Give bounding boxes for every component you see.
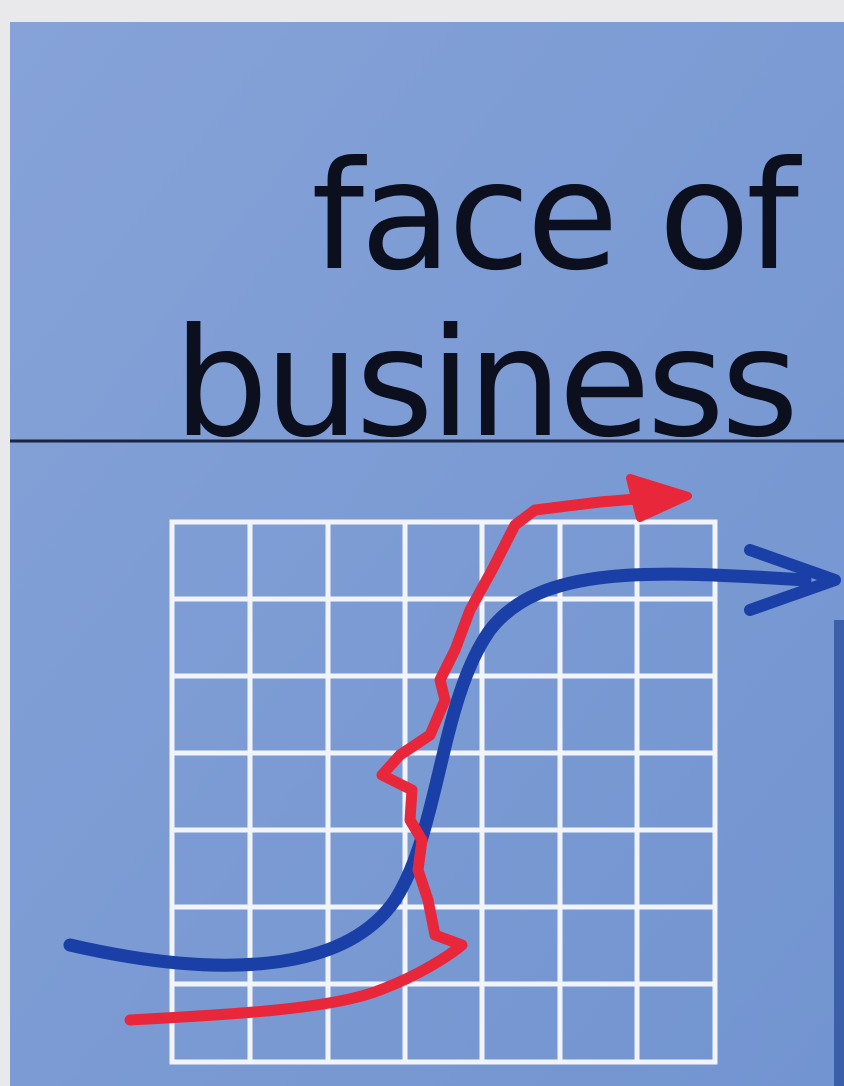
page: face of business (() => { const data = J… bbox=[0, 0, 844, 1086]
headline-line: face of bbox=[311, 130, 802, 304]
headline-line: business bbox=[173, 297, 795, 471]
illustration: face of business bbox=[0, 0, 844, 1086]
edge-shadow bbox=[834, 620, 844, 1086]
